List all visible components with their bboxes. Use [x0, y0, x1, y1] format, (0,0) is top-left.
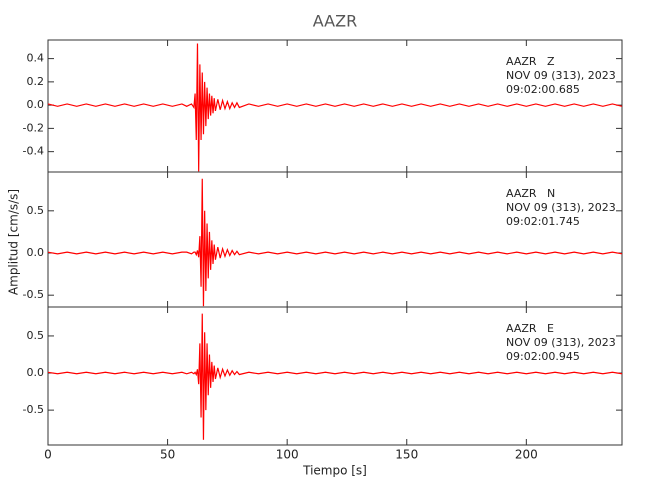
x-tick-label: 0	[44, 448, 52, 462]
annotation: NOV 09 (313), 2023	[506, 336, 616, 349]
x-axis-label: Tiempo [s]	[302, 464, 367, 478]
x-tick-label: 100	[276, 448, 299, 462]
chart-title: AAZR	[313, 12, 357, 31]
y-tick-label: -0.2	[23, 121, 44, 134]
annotation: NOV 09 (313), 2023	[506, 69, 616, 82]
y-axis-label: Amplitud [cm/s/s]	[7, 189, 21, 295]
annotation: 09:02:01.745	[506, 215, 580, 228]
y-tick-label: 0.5	[27, 329, 45, 342]
y-tick-label: -0.4	[23, 145, 44, 158]
x-tick-label: 200	[515, 448, 538, 462]
y-tick-label: 0.5	[27, 204, 45, 217]
y-tick-label: 0.0	[27, 98, 45, 111]
annotation: AAZR Z	[506, 55, 555, 68]
x-tick-label: 50	[160, 448, 175, 462]
y-tick-label: -0.5	[23, 403, 44, 416]
y-tick-label: 0.4	[27, 52, 45, 65]
annotation: AAZR N	[506, 187, 555, 200]
waveform	[47, 178, 623, 307]
annotation: 09:02:00.945	[506, 350, 580, 363]
x-tick-label: 150	[395, 448, 418, 462]
plot-frame	[47, 306, 623, 446]
annotation: 09:02:00.685	[506, 83, 580, 96]
y-tick-label: 0.0	[27, 246, 45, 259]
y-tick-label: 0.0	[27, 366, 45, 379]
y-tick-label: -0.5	[23, 288, 44, 301]
annotation: NOV 09 (313), 2023	[506, 201, 616, 214]
annotation: AAZR E	[506, 322, 554, 335]
waveform	[47, 43, 623, 172]
y-tick-label: 0.2	[27, 75, 45, 88]
waveform	[47, 313, 623, 440]
